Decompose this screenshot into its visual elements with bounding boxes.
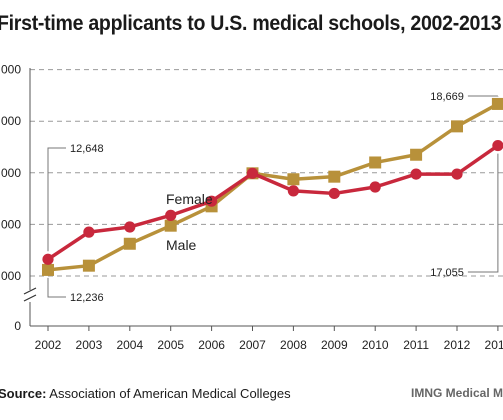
data-label-male-2013: 18,669 [430, 91, 464, 103]
data-point-male [328, 170, 341, 183]
credit-text: IMNG Medical Media [411, 386, 503, 400]
data-point-female [492, 139, 503, 152]
x-tick-label: 2011 [403, 338, 429, 352]
data-point-female [410, 168, 422, 180]
series-label-male: Male [166, 237, 197, 253]
source-text: Association of American Medical Colleges [46, 386, 291, 401]
x-tick-label: 2013 [485, 338, 503, 352]
chart-title: First-time applicants to U.S. medical sc… [0, 12, 502, 35]
axes [23, 68, 503, 327]
data-point-female [83, 226, 95, 238]
data-point-male [82, 259, 95, 272]
data-point-female [369, 181, 381, 193]
x-tick-label: 2003 [76, 338, 103, 352]
data-point-female [165, 209, 177, 221]
x-tick-label: 2005 [157, 338, 184, 352]
x-tick-label: 2007 [239, 338, 266, 352]
data-point-male [42, 263, 54, 276]
data-point-male [369, 156, 382, 169]
axis-break-mark [23, 287, 37, 295]
y-tick-label: 18,000 [0, 114, 21, 128]
grid-lines [30, 69, 503, 277]
y-tick-label: 20,000 [0, 63, 21, 77]
x-tick-label: 2004 [116, 338, 143, 352]
y-tick-labels: 0 12,000 14,000 16,000 18,000 20,000 [0, 63, 21, 333]
series-group [42, 97, 503, 276]
source-label: Source: [0, 386, 47, 401]
x-tick-labels: 2002 2003 2004 2005 2006 2007 2008 2009 2010 2011… [35, 326, 503, 352]
y-tick-label: 14,000 [0, 217, 21, 231]
data-point-female [246, 167, 259, 179]
series-line-male [47, 102, 499, 272]
y-tick-label: 0 [14, 319, 21, 333]
data-label-female-2013: 17,055 [430, 267, 464, 279]
data-point-female [328, 187, 340, 200]
axis-break-mark [23, 294, 37, 302]
data-point-female [287, 185, 299, 197]
x-tick-label: 2006 [198, 338, 225, 352]
data-label-male-2002: 12,236 [70, 292, 104, 304]
x-tick-label: 2008 [280, 338, 307, 352]
data-point-male [287, 173, 300, 186]
x-tick-label: 2002 [35, 338, 62, 352]
x-tick-label: 2009 [321, 338, 348, 352]
source-note: Source: Association of American Medical … [0, 386, 291, 401]
data-point-female [124, 221, 136, 233]
callout-line [47, 147, 66, 252]
data-point-male [451, 120, 463, 133]
y-tick-label: 12,000 [0, 269, 21, 283]
data-point-male [410, 148, 423, 161]
data-point-female [42, 253, 54, 265]
x-tick-label: 2010 [362, 338, 389, 352]
series-line-female [47, 144, 499, 261]
callout-line [467, 153, 499, 273]
data-point-female [206, 195, 218, 207]
x-tick-label: 2012 [444, 338, 471, 352]
annotations: 12,648 12,236 18,669 17,055 Female Male [47, 91, 499, 304]
callout-line [47, 277, 66, 298]
data-point-female [451, 168, 463, 180]
data-point-male [123, 237, 136, 250]
data-point-male [491, 97, 503, 110]
series-label-female: Female [166, 191, 213, 207]
data-point-male [164, 219, 177, 232]
y-tick-label: 16,000 [0, 166, 21, 180]
data-label-female-2002: 12,648 [70, 143, 104, 155]
